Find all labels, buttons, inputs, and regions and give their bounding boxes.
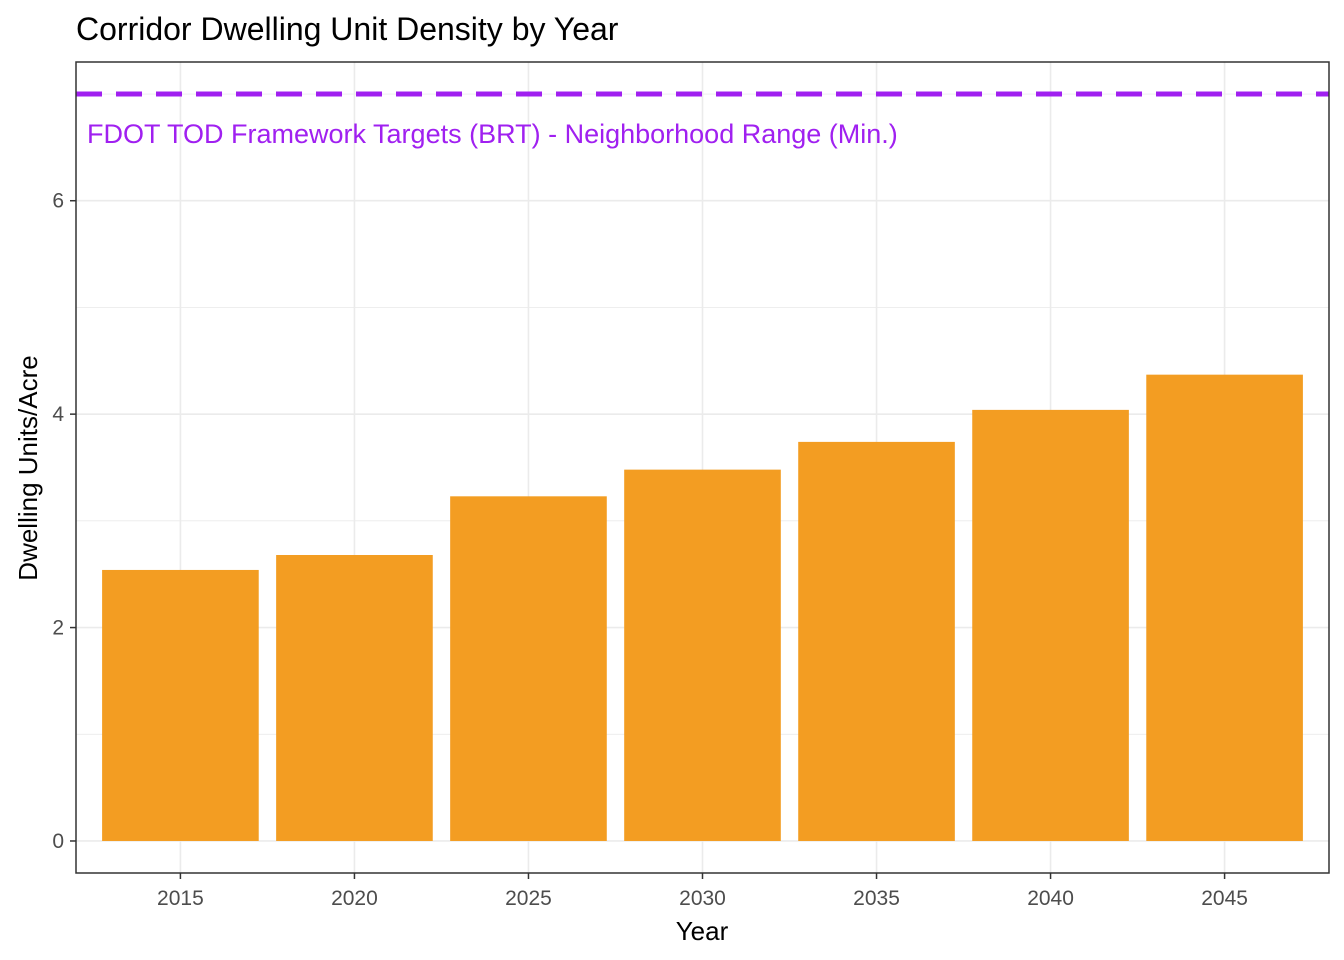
- y-tick-label: 6: [52, 190, 64, 213]
- bar-2015: [102, 569, 259, 841]
- bar-2035: [798, 441, 955, 841]
- x-tick-label: 2030: [679, 887, 726, 910]
- bar-2040: [972, 409, 1129, 841]
- y-tick-label: 2: [52, 617, 64, 640]
- reference-line-label: FDOT TOD Framework Targets (BRT) - Neigh…: [87, 119, 898, 149]
- axes: 0 2 4 6 2015 2020 2025 2030 2035 2040 2045: [52, 190, 1248, 910]
- x-axis-title: Year: [676, 916, 729, 946]
- y-tick-label: 0: [52, 830, 64, 853]
- bar-2025: [450, 496, 607, 841]
- x-tick-label: 2015: [157, 887, 204, 910]
- bars: [102, 374, 1303, 841]
- x-tick-label: 2035: [853, 887, 900, 910]
- x-tick-label: 2045: [1201, 887, 1248, 910]
- x-tick-label: 2020: [331, 887, 378, 910]
- x-tick-label: 2040: [1027, 887, 1074, 910]
- bar-2020: [276, 555, 433, 841]
- y-axis-title: Dwelling Units/Acre: [13, 355, 43, 580]
- bar-2045: [1146, 374, 1303, 841]
- reference-line-group: FDOT TOD Framework Targets (BRT) - Neigh…: [76, 91, 1329, 149]
- bar-2030: [624, 469, 781, 841]
- chart-title: Corridor Dwelling Unit Density by Year: [76, 11, 619, 47]
- x-tick-label: 2025: [505, 887, 552, 910]
- y-tick-label: 4: [52, 403, 64, 426]
